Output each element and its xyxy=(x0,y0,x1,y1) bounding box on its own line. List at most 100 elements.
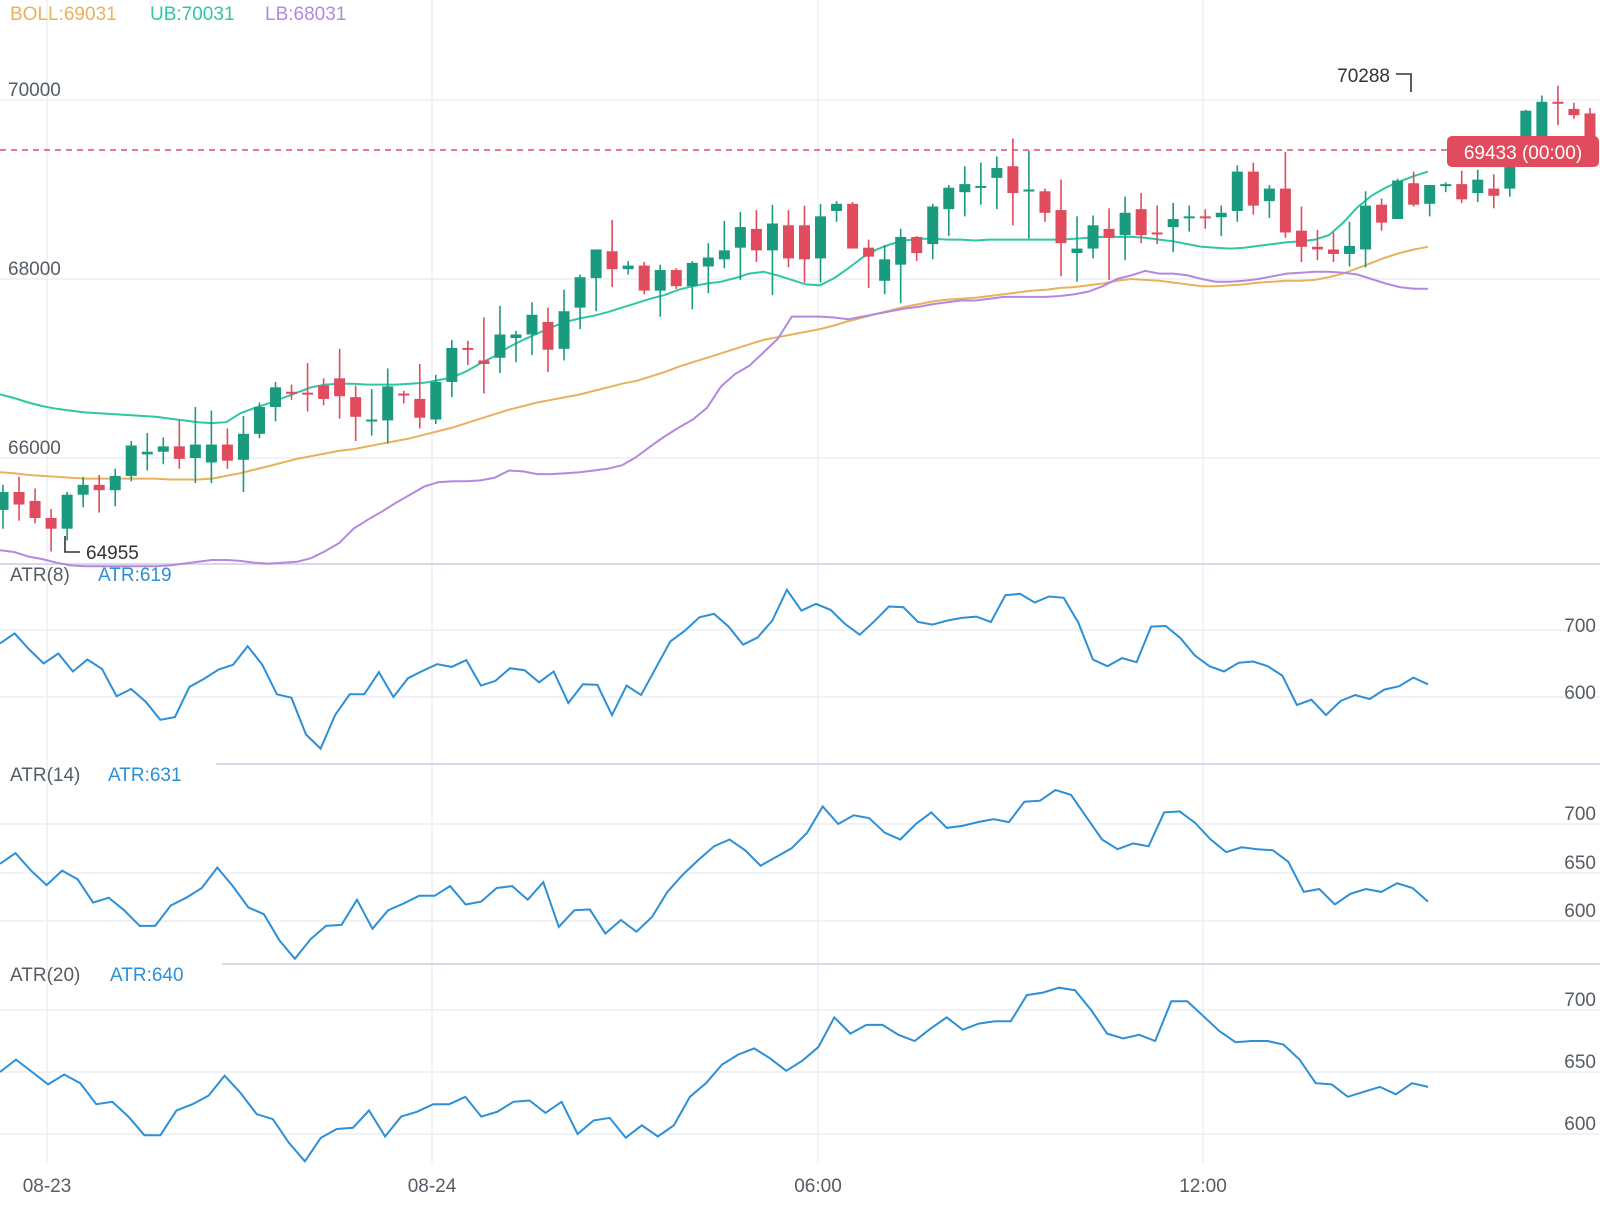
candle-up[interactable] xyxy=(815,216,827,259)
candle-down[interactable] xyxy=(1007,166,1019,194)
candle-down[interactable] xyxy=(911,236,923,254)
candle-up[interactable] xyxy=(654,270,666,291)
candle-down[interactable] xyxy=(606,251,618,270)
candle-down[interactable] xyxy=(847,203,859,249)
candle-up[interactable] xyxy=(943,187,955,210)
candle-down[interactable] xyxy=(173,446,185,459)
candle-up[interactable] xyxy=(1167,219,1179,228)
candle-up[interactable] xyxy=(1023,189,1035,192)
candle-up[interactable] xyxy=(1392,180,1404,220)
candle-up[interactable] xyxy=(895,236,907,265)
candle-down[interactable] xyxy=(478,360,490,365)
candle-down[interactable] xyxy=(670,270,682,287)
candle-up[interactable] xyxy=(1183,216,1195,219)
candle-up[interactable] xyxy=(622,265,634,270)
candle-down[interactable] xyxy=(1456,184,1468,200)
candle-down[interactable] xyxy=(1103,228,1115,238)
candle-down[interactable] xyxy=(414,398,426,418)
candle-up[interactable] xyxy=(141,451,153,455)
candle-up[interactable] xyxy=(189,444,201,458)
candle-up[interactable] xyxy=(1504,150,1516,189)
candle-up[interactable] xyxy=(1520,110,1532,152)
candle-up[interactable] xyxy=(510,334,522,339)
candle-up[interactable] xyxy=(991,168,1003,178)
candle-up[interactable] xyxy=(1231,171,1243,211)
candle-down[interactable] xyxy=(1135,209,1147,236)
candle-up[interactable] xyxy=(1344,245,1356,254)
candle-down[interactable] xyxy=(863,247,875,257)
candle-up[interactable] xyxy=(270,387,282,407)
candle-up[interactable] xyxy=(1119,212,1131,236)
candle-up[interactable] xyxy=(526,314,538,335)
candle-up[interactable] xyxy=(77,484,89,495)
candle-up[interactable] xyxy=(109,475,121,491)
candle-up[interactable] xyxy=(157,446,169,452)
candle-up[interactable] xyxy=(702,257,714,267)
candle-down[interactable] xyxy=(318,385,330,399)
candle-up[interactable] xyxy=(927,206,939,245)
candle-up[interactable] xyxy=(205,444,217,463)
candle-down[interactable] xyxy=(286,391,298,394)
candle-down[interactable] xyxy=(462,347,474,350)
candle-up[interactable] xyxy=(237,433,249,460)
candle-up[interactable] xyxy=(446,347,458,382)
candle-down[interactable] xyxy=(1055,210,1067,244)
candle-down[interactable] xyxy=(1199,216,1211,219)
candle-down[interactable] xyxy=(1488,188,1500,196)
candle-up[interactable] xyxy=(766,223,778,251)
candle-up[interactable] xyxy=(1424,185,1436,204)
candle-down[interactable] xyxy=(799,225,810,260)
candle-up[interactable] xyxy=(686,262,698,287)
candle-down[interactable] xyxy=(334,378,346,397)
candle-down[interactable] xyxy=(1279,188,1291,233)
candle-down[interactable] xyxy=(1327,249,1339,254)
candle-down[interactable] xyxy=(1408,183,1420,205)
candle-up[interactable] xyxy=(879,259,891,281)
candle-up[interactable] xyxy=(494,334,506,358)
candle-down[interactable] xyxy=(1584,113,1596,151)
candlestick-series[interactable] xyxy=(0,85,1596,552)
candle-down[interactable] xyxy=(1311,246,1323,250)
candle-up[interactable] xyxy=(959,184,971,193)
candle-up[interactable] xyxy=(1472,179,1484,194)
candle-up[interactable] xyxy=(0,492,9,510)
candle-down[interactable] xyxy=(398,393,410,396)
candle-up[interactable] xyxy=(125,445,137,476)
candle-down[interactable] xyxy=(782,225,794,259)
candle-down[interactable] xyxy=(750,228,762,251)
candle-up[interactable] xyxy=(253,406,265,434)
candle-up[interactable] xyxy=(1440,184,1452,187)
candle-up[interactable] xyxy=(1215,212,1227,218)
candle-up[interactable] xyxy=(718,250,730,260)
candle-up[interactable] xyxy=(430,381,442,420)
candle-up[interactable] xyxy=(734,227,746,248)
candle-up[interactable] xyxy=(831,203,843,211)
candle-up[interactable] xyxy=(382,386,394,421)
candle-down[interactable] xyxy=(1247,171,1259,206)
candle-down[interactable] xyxy=(1295,230,1307,247)
candle-down[interactable] xyxy=(29,500,41,518)
candle-up[interactable] xyxy=(590,249,602,279)
candle-down[interactable] xyxy=(302,392,314,395)
candle-down[interactable] xyxy=(93,484,105,491)
candle-down[interactable] xyxy=(1568,108,1580,116)
candle-down[interactable] xyxy=(45,517,57,529)
candle-down[interactable] xyxy=(1376,204,1388,223)
candle-up[interactable] xyxy=(366,419,378,422)
candle-down[interactable] xyxy=(638,265,650,291)
candle-down[interactable] xyxy=(221,444,233,461)
candle-up[interactable] xyxy=(1263,188,1275,202)
candle-up[interactable] xyxy=(61,494,73,529)
candle-down[interactable] xyxy=(350,397,362,417)
candle-up[interactable] xyxy=(1071,248,1083,254)
candle-down[interactable] xyxy=(542,321,554,350)
candle-down[interactable] xyxy=(13,492,25,505)
candle-down[interactable] xyxy=(1151,232,1163,235)
candle-up[interactable] xyxy=(558,311,570,349)
candle-down[interactable] xyxy=(1039,191,1051,213)
candle-up[interactable] xyxy=(1536,101,1548,137)
last-price-tag[interactable]: 69433 (00:00) xyxy=(1447,136,1599,167)
candle-up[interactable] xyxy=(1360,205,1372,250)
candle-up[interactable] xyxy=(1087,225,1099,249)
candle-down[interactable] xyxy=(1552,101,1564,104)
